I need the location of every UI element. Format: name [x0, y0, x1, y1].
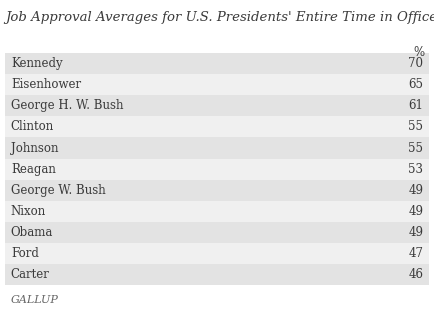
Bar — [5, 95, 429, 116]
Text: Kennedy: Kennedy — [11, 58, 62, 70]
Bar — [5, 243, 429, 264]
Text: 49: 49 — [408, 225, 423, 238]
Text: Obama: Obama — [11, 225, 53, 238]
Text: 49: 49 — [408, 204, 423, 218]
Text: 55: 55 — [408, 142, 423, 155]
Text: Carter: Carter — [11, 268, 50, 280]
Bar — [5, 74, 429, 95]
Bar — [5, 53, 429, 74]
Text: Reagan: Reagan — [11, 162, 56, 176]
Text: 47: 47 — [408, 246, 423, 259]
Text: 53: 53 — [408, 162, 423, 176]
Text: Johnson: Johnson — [11, 142, 58, 155]
Text: GALLUP: GALLUP — [11, 295, 59, 305]
Bar — [5, 137, 429, 158]
Bar — [5, 264, 429, 285]
Text: %: % — [413, 46, 424, 59]
Text: 70: 70 — [408, 58, 423, 70]
Text: George H. W. Bush: George H. W. Bush — [11, 100, 123, 113]
Bar — [5, 158, 429, 180]
Text: George W. Bush: George W. Bush — [11, 183, 105, 197]
Text: 55: 55 — [408, 121, 423, 134]
Bar — [5, 116, 429, 137]
Text: 61: 61 — [408, 100, 423, 113]
Bar — [5, 180, 429, 201]
Text: 65: 65 — [408, 79, 423, 92]
Bar — [5, 201, 429, 222]
Text: 46: 46 — [408, 268, 423, 280]
Text: Eisenhower: Eisenhower — [11, 79, 81, 92]
Text: Job Approval Averages for U.S. Presidents' Entire Time in Office: Job Approval Averages for U.S. President… — [5, 11, 434, 24]
Text: Clinton: Clinton — [11, 121, 54, 134]
Bar — [5, 222, 429, 243]
Text: Nixon: Nixon — [11, 204, 46, 218]
Text: 49: 49 — [408, 183, 423, 197]
Text: Ford: Ford — [11, 246, 39, 259]
